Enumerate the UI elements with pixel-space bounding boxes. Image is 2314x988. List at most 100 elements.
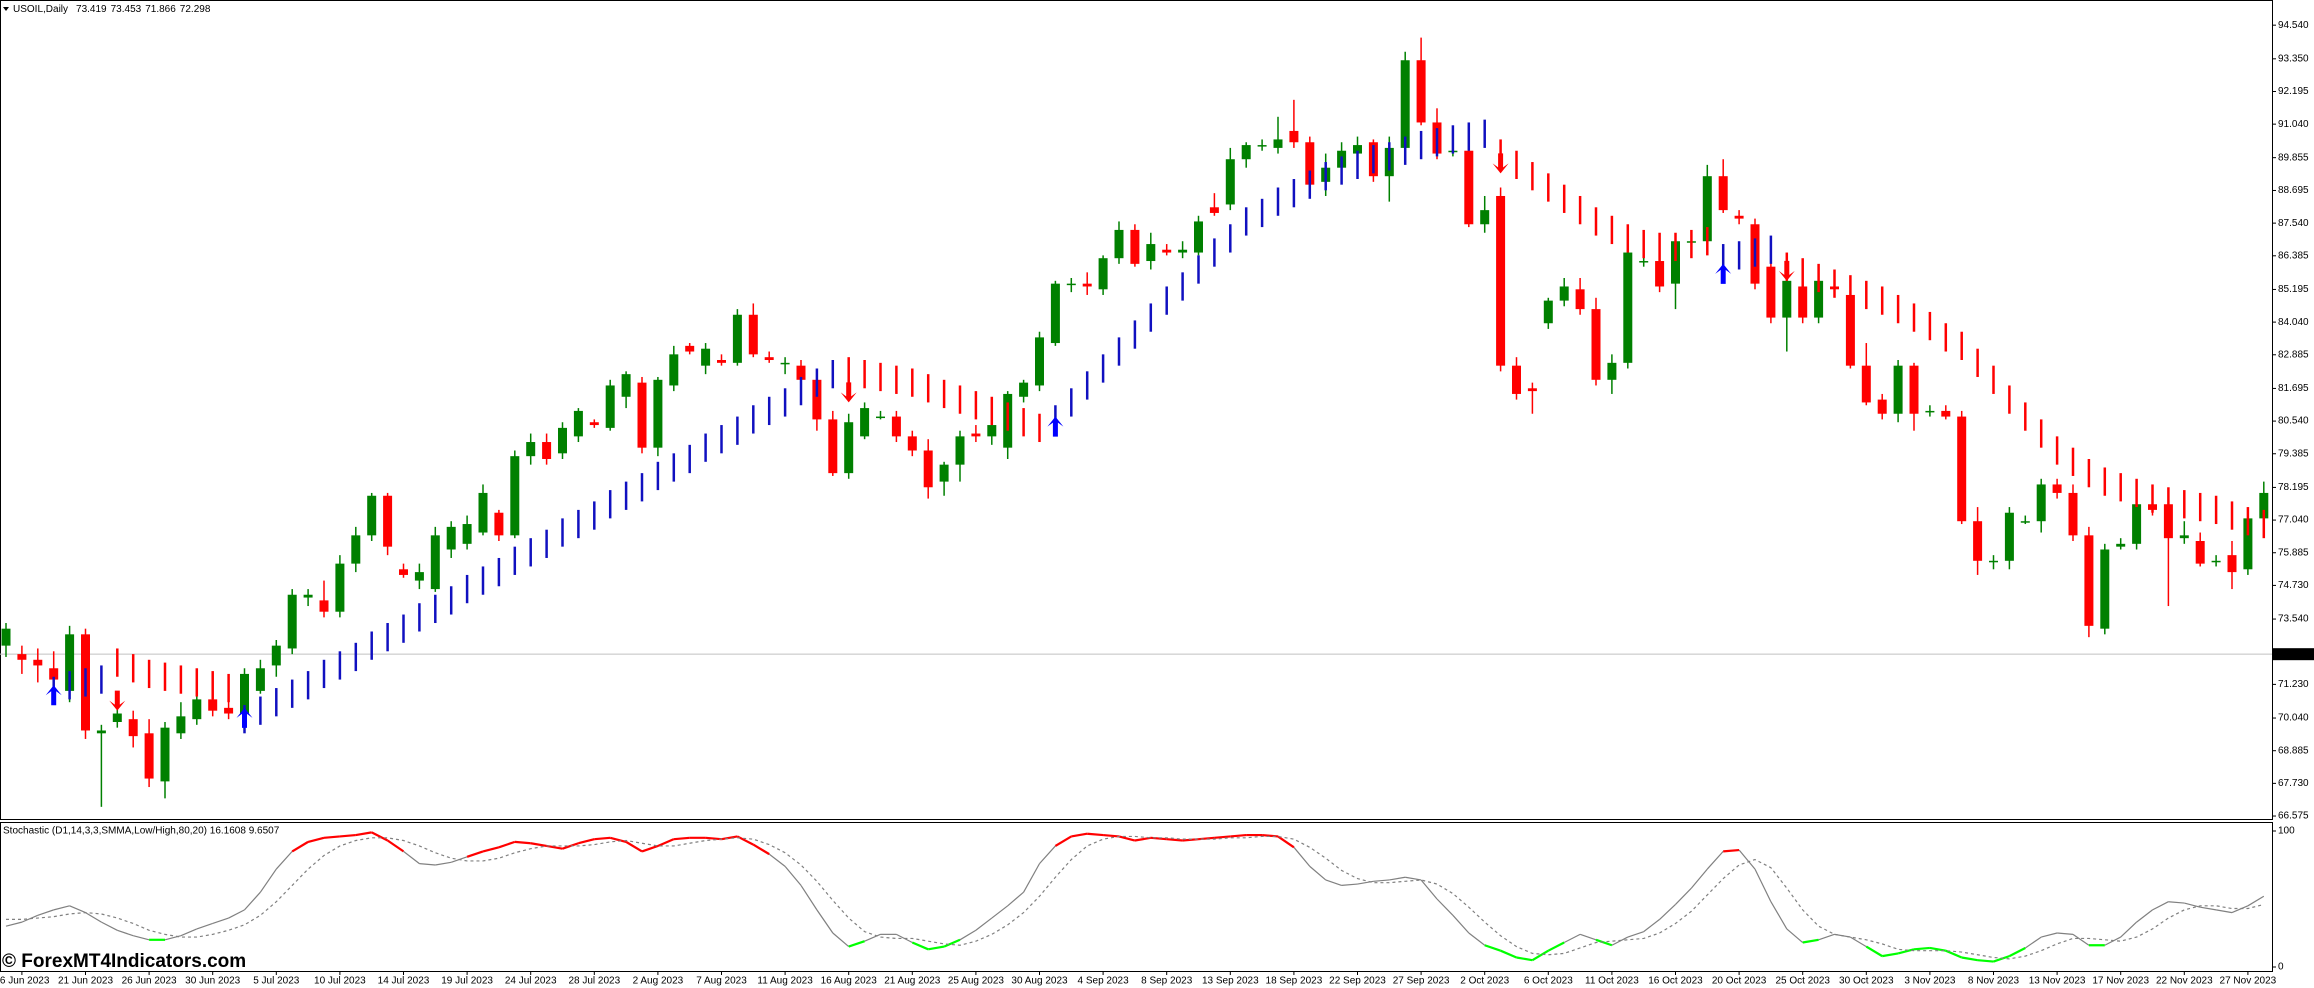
candle-body	[1909, 365, 1919, 414]
main-line-segment	[657, 838, 675, 847]
main-line-segment	[752, 843, 770, 856]
main-line-segment	[466, 850, 484, 858]
candle-body	[1209, 207, 1219, 213]
candle-body	[685, 345, 695, 352]
candle-body	[1989, 560, 1998, 563]
main-line-segment	[1373, 879, 1390, 882]
main-line-segment	[1977, 959, 1994, 963]
main-line-segment	[419, 863, 436, 866]
main-line-segment	[1436, 898, 1454, 916]
main-line-segment	[1500, 949, 1517, 959]
y-tick-label: 77.040	[2278, 515, 2309, 526]
main-line-segment	[1659, 904, 1676, 920]
candle-body	[2195, 541, 2205, 564]
candle-body	[1035, 337, 1044, 386]
main-line-segment	[1531, 949, 1549, 962]
candle-body	[1066, 283, 1076, 286]
candle-body	[1082, 283, 1092, 287]
candle-body	[2052, 484, 2062, 493]
main-line-segment	[1850, 936, 1867, 948]
x-tick-label: 5 Jul 2023	[253, 976, 300, 987]
candle-body	[1893, 365, 1903, 414]
candle-body	[876, 416, 885, 419]
candle-body	[335, 563, 345, 612]
main-line-segment	[562, 842, 579, 850]
candle-body	[430, 535, 440, 590]
candle-body	[303, 594, 313, 598]
main-line-segment	[1087, 832, 1104, 837]
low: 71.866	[145, 4, 176, 15]
candle-body	[717, 360, 726, 363]
main-line-segment	[386, 839, 405, 853]
candle-body	[573, 410, 583, 437]
main-line-segment	[2041, 932, 2058, 938]
candle-body	[2163, 504, 2173, 539]
x-tick-label: 13 Nov 2023	[2029, 976, 2086, 987]
candle-body	[2116, 543, 2126, 547]
main-line-segment	[2120, 921, 2138, 938]
main-line-segment	[259, 868, 277, 893]
candle-body	[844, 422, 854, 474]
candle-body	[240, 673, 249, 714]
main-line-segment	[768, 853, 786, 867]
main-line-segment	[69, 905, 86, 914]
main-line-segment	[2184, 902, 2201, 908]
buy-arrow	[1047, 416, 1064, 437]
main-line-segment	[133, 935, 150, 941]
candle-body	[526, 442, 536, 457]
x-tick-label: 21 Jun 2023	[58, 976, 113, 987]
x-tick-label: 30 Oct 2023	[1839, 976, 1894, 987]
main-line-segment	[673, 836, 690, 841]
main-line-segment	[705, 836, 722, 841]
x-tick-label: 8 Sep 2023	[1141, 976, 1193, 987]
candle-body	[65, 634, 75, 691]
main-line-segment	[1166, 838, 1183, 842]
main-line-segment	[896, 933, 913, 944]
candle-body	[891, 416, 901, 437]
candle-body	[923, 450, 933, 488]
main-line-segment	[864, 933, 881, 942]
candle-body	[17, 654, 27, 660]
main-line-segment	[37, 909, 54, 916]
main-line-segment	[1023, 863, 1041, 893]
main-line-segment	[228, 909, 245, 919]
main-line-segment	[1818, 933, 1835, 941]
candle-body	[1098, 258, 1108, 290]
candle-body	[1305, 142, 1315, 185]
x-tick-label: 24 Jul 2023	[505, 976, 557, 987]
x-tick-label: 4 Sep 2023	[1078, 976, 1130, 987]
candle-body	[1814, 280, 1824, 318]
open: 73.419	[76, 4, 107, 15]
main-line-segment	[1563, 933, 1581, 944]
main-line-segment	[1341, 883, 1358, 886]
menu-triangle	[3, 7, 9, 11]
main-line-segment	[1293, 846, 1311, 867]
sell-arrow	[109, 690, 126, 711]
indicator-title: Stochastic (D1,14,3,3,SMMA,Low/High,80,2…	[3, 826, 280, 837]
main-line-segment	[1071, 832, 1088, 838]
main-line-segment	[307, 836, 325, 843]
main-line-segment	[1945, 949, 1963, 959]
x-tick-label: 10 Jul 2023	[314, 976, 366, 987]
candle-body	[1019, 382, 1029, 397]
main-line-segment	[180, 928, 198, 937]
main-line-segment	[1770, 901, 1788, 930]
main-line-segment	[403, 850, 420, 865]
candle-body	[383, 495, 393, 547]
main-line-segment	[578, 838, 595, 845]
main-line-segment	[1468, 932, 1486, 946]
main-line-segment	[1405, 876, 1422, 881]
x-tick-label: 25 Oct 2023	[1775, 976, 1830, 987]
main-line-segment	[2247, 895, 2265, 907]
main-line-segment	[21, 914, 39, 923]
candle-body	[1480, 210, 1490, 225]
candle-body	[128, 719, 138, 737]
main-line-segment	[1103, 833, 1120, 838]
main-line-segment	[85, 912, 102, 923]
last-price-label: 72.298	[2278, 649, 2309, 660]
main-line-segment	[1643, 918, 1660, 933]
high: 73.453	[111, 4, 142, 15]
x-tick-label: 11 Aug 2023	[757, 976, 813, 987]
main-line-segment	[959, 929, 977, 941]
candle-body	[2132, 504, 2142, 544]
